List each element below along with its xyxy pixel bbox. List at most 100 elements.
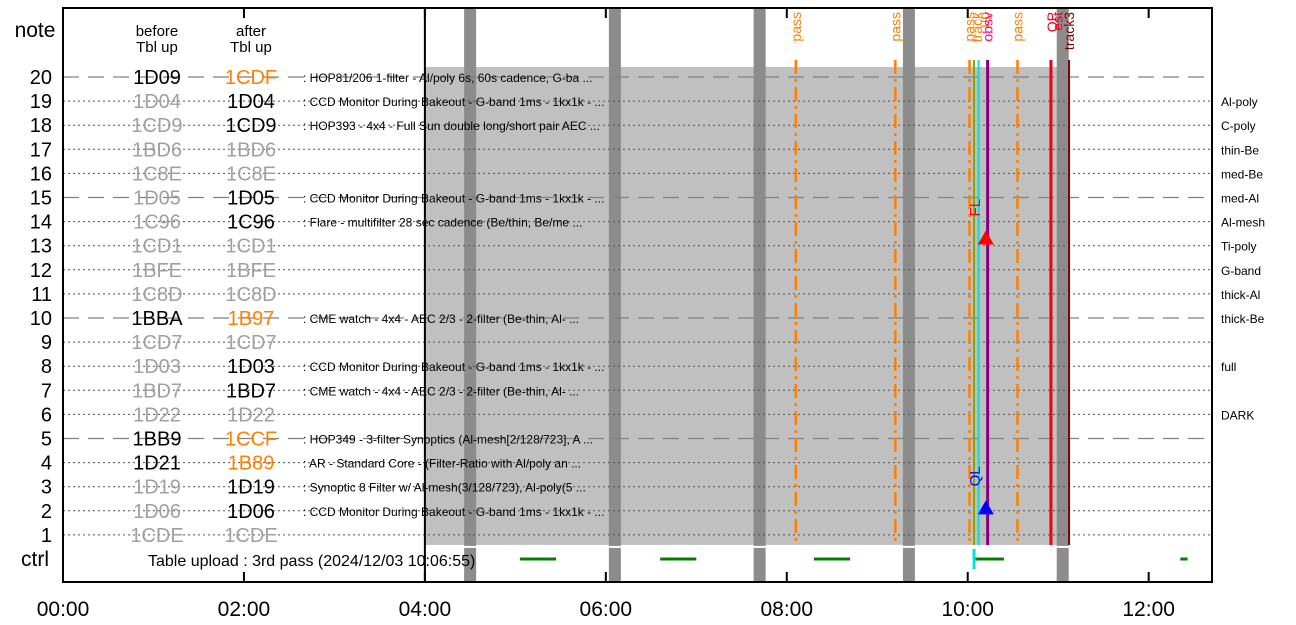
x-tick-label-0: 00:00 <box>37 598 90 621</box>
filter-label-14: Al-mesh <box>1221 216 1265 230</box>
row-desc-10: : CME watch - 4x4 - AEC 2/3 - 2-filter (… <box>303 312 579 326</box>
before-code-6: 1D22 <box>133 404 181 426</box>
row-number-15: 15 <box>30 188 52 210</box>
plot-frame <box>62 7 1213 583</box>
top-label-10: track3 <box>1061 12 1077 50</box>
before-code-12: 1BFE <box>132 260 182 282</box>
row-desc-2: : CCD Monitor During Bakeout - G-band 1m… <box>303 505 604 519</box>
header-after-2: Tbl up <box>230 39 272 56</box>
row-desc-20: : HOP81/206 1-filter - Al/poly 6s, 60s c… <box>303 71 592 85</box>
after-code-2: 1D06 <box>227 501 275 523</box>
after-code-17: 1BD6 <box>226 139 276 161</box>
row-desc-18: : HOP393 - 4x4 - Full Sun double long/sh… <box>303 119 600 133</box>
row-number-14: 14 <box>30 212 52 234</box>
row-number-12: 12 <box>30 260 52 282</box>
before-code-3: 1D19 <box>133 477 181 499</box>
x-tick-label-5: 10:00 <box>941 598 994 621</box>
row-desc-7: : CME watch - 4x4 - AEC 2/3 - 2-filter (… <box>303 384 579 398</box>
before-code-7: 1BD7 <box>132 380 182 402</box>
marker-fl <box>977 230 994 245</box>
after-code-4: 1B89 <box>228 453 275 475</box>
before-code-13: 1CD1 <box>131 236 182 258</box>
after-code-16: 1C8E <box>226 163 276 185</box>
after-code-9: 1CD7 <box>225 332 276 354</box>
row-grid-layer <box>63 76 1212 536</box>
filter-label-8: full <box>1221 360 1236 374</box>
before-code-8: 1D03 <box>133 356 181 378</box>
marker-ql <box>977 500 994 515</box>
before-code-10: 1BBA <box>131 308 183 330</box>
x-tick-label-6: 12:00 <box>1122 598 1175 621</box>
marker-label-fl: FL <box>967 199 984 217</box>
after-code-12: 1BFE <box>226 260 276 282</box>
row-number-1: 1 <box>41 525 52 547</box>
row-desc-14: : Flare - multifilter 28 sec cadence (Be… <box>303 216 582 230</box>
row-number-4: 4 <box>41 453 52 475</box>
filter-label-10: thick-Be <box>1221 312 1265 326</box>
frame-layer: 00:00 02:00 04:00 06:00 08:00 10:00 12:00 <box>37 7 1213 621</box>
after-code-19: 1D04 <box>227 91 275 113</box>
after-code-10: 1B97 <box>228 308 275 330</box>
row-number-13: 13 <box>30 236 52 258</box>
row-desc-15: : CCD Monitor During Bakeout - G-band 1m… <box>303 192 604 206</box>
row-desc-19: : CCD Monitor During Bakeout - G-band 1m… <box>303 95 604 109</box>
row-desc-4: : AR - Standard Core - (Filter-Ratio wit… <box>303 457 581 471</box>
top-label-4: track <box>969 11 985 42</box>
filter-label-15: med-Al <box>1221 192 1259 206</box>
top-label-9: est <box>1049 12 1065 31</box>
filter-label-19: Al-poly <box>1221 95 1258 109</box>
row-number-10: 10 <box>30 308 52 330</box>
marker-label-ql: QL <box>967 466 984 486</box>
row-number-19: 19 <box>30 91 52 113</box>
top-label-8: OP <box>1044 12 1060 32</box>
row-desc-8: : CCD Monitor During Bakeout - G-band 1m… <box>303 360 604 374</box>
row-number-16: 16 <box>30 163 52 185</box>
before-code-4: 1D21 <box>133 453 181 475</box>
top-label-6: obsv <box>980 12 996 42</box>
row-number-3: 3 <box>41 477 52 499</box>
before-code-16: 1C8E <box>132 163 182 185</box>
x-tick-label-2: 04:00 <box>399 598 452 621</box>
header-after-1: after <box>236 23 266 40</box>
x-tick-label-3: 06:00 <box>580 598 633 621</box>
header-before-2: Tbl up <box>136 39 178 56</box>
row-number-7: 7 <box>41 380 52 402</box>
before-code-5: 1BB9 <box>133 429 182 451</box>
before-code-11: 1C8D <box>131 284 182 306</box>
top-label-3: pass <box>962 12 978 42</box>
after-code-8: 1D03 <box>227 356 275 378</box>
filter-label-6: DARK <box>1221 408 1254 422</box>
note-label: note <box>15 19 56 42</box>
x-tick-label-1: 02:00 <box>218 598 271 621</box>
grey-band-3 <box>753 8 766 582</box>
before-code-14: 1C96 <box>133 212 181 234</box>
shaded-interval <box>424 67 1063 545</box>
top-label-2: pass <box>887 12 903 42</box>
header-before-1: before <box>136 23 179 40</box>
after-code-15: 1D05 <box>227 188 275 210</box>
row-number-5: 5 <box>41 429 52 451</box>
before-code-19: 1D04 <box>133 91 181 113</box>
row-number-9: 9 <box>41 332 52 354</box>
filter-label-16: med-Be <box>1221 167 1263 181</box>
after-code-3: 1D19 <box>227 477 275 499</box>
filter-label-17: thin-Be <box>1221 143 1259 157</box>
row-number-18: 18 <box>30 115 52 137</box>
before-code-15: 1D05 <box>133 188 181 210</box>
row-number-8: 8 <box>41 356 52 378</box>
x-tick-label-4: 08:00 <box>760 598 813 621</box>
grey-band-5 <box>1056 8 1069 582</box>
row-number-2: 2 <box>41 501 52 523</box>
ctrl-label: ctrl <box>21 548 49 571</box>
vertical-lines-layer <box>794 60 1071 545</box>
after-code-1: 1CDE <box>224 525 277 547</box>
row-number-6: 6 <box>41 404 52 426</box>
after-code-5: 1CCF <box>225 429 277 451</box>
row-number-17: 17 <box>30 139 52 161</box>
grey-band-2 <box>608 8 621 582</box>
top-label-5: up <box>976 12 992 28</box>
row-number-11: 11 <box>31 284 52 306</box>
row-desc-3: : Synoptic 8 Filter w/ Al-mesh(3/128/723… <box>303 481 586 495</box>
